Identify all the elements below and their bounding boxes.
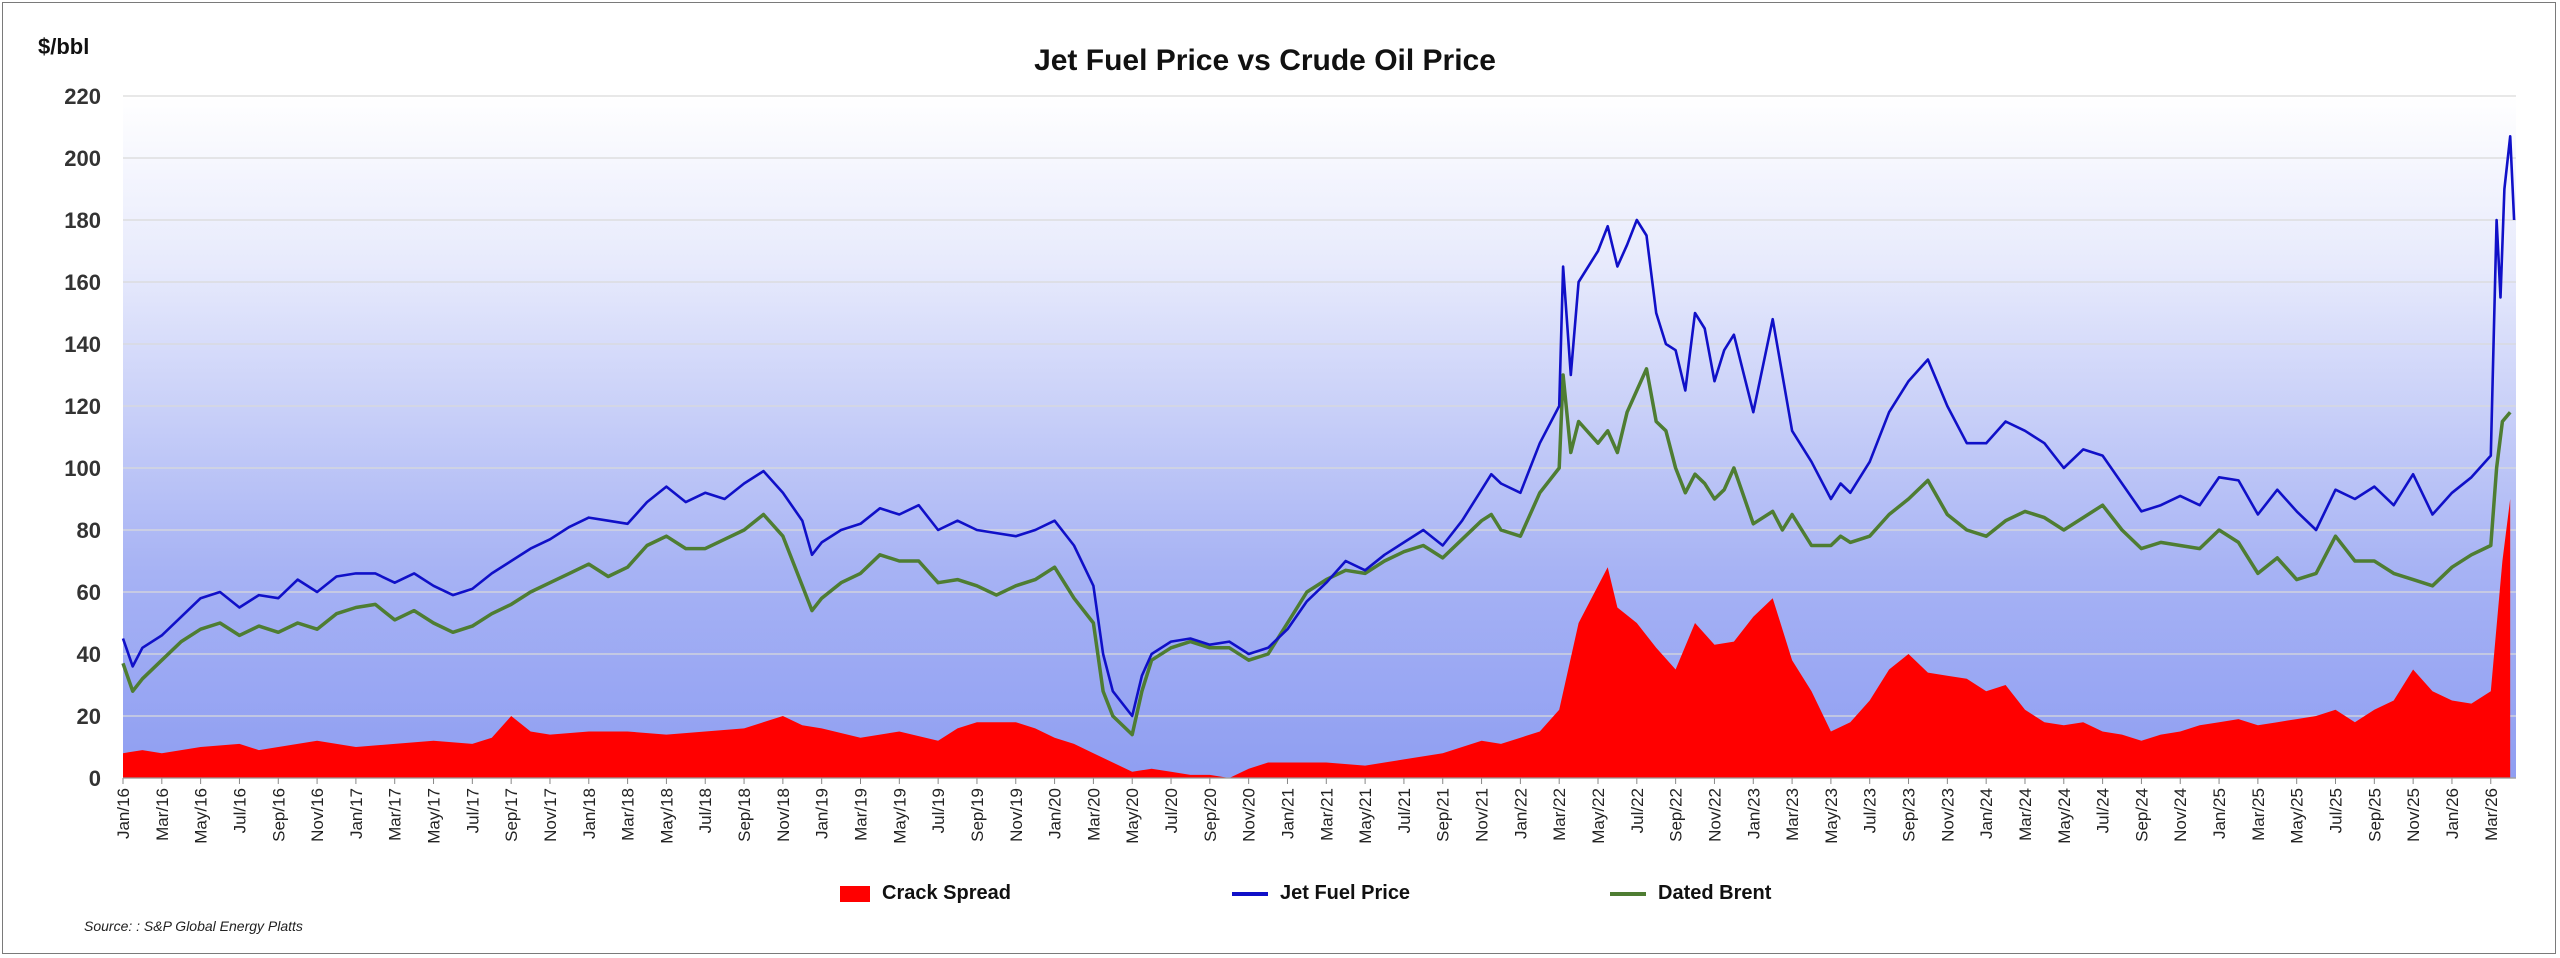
x-tick-May/24: May/24 (2055, 788, 2074, 844)
x-tick-Mar/17: Mar/17 (386, 788, 405, 841)
x-tick-Jan/21: Jan/21 (1278, 788, 1297, 839)
plot-background (123, 96, 2516, 778)
x-tick-Jul/17: Jul/17 (463, 788, 482, 833)
x-tick-Nov/23: Nov/23 (1938, 788, 1957, 842)
y-tick-40: 40 (77, 642, 101, 667)
x-tick-Jan/16: Jan/16 (114, 788, 133, 839)
x-tick-Jan/20: Jan/20 (1046, 788, 1065, 839)
x-tick-Sep/17: Sep/17 (502, 788, 521, 842)
x-tick-Jan/19: Jan/19 (813, 788, 832, 839)
x-tick-Nov/22: Nov/22 (1705, 788, 1724, 842)
y-tick-60: 60 (77, 580, 101, 605)
y-tick-220: 220 (64, 84, 101, 109)
y-tick-labels: 0 20 40 60 80 100 120 140 160 180 200 220 (64, 84, 101, 791)
x-tick-Jul/25: Jul/25 (2327, 788, 2346, 833)
x-tick-May/25: May/25 (2288, 788, 2307, 844)
x-tick-Nov/16: Nov/16 (308, 788, 327, 842)
legend-label-dated-brent: Dated Brent (1658, 882, 1772, 904)
x-tick-Sep/22: Sep/22 (1667, 788, 1686, 842)
x-tick-Mar/16: Mar/16 (153, 788, 172, 841)
x-tick-May/22: May/22 (1589, 788, 1608, 844)
x-tick-Sep/19: Sep/19 (968, 788, 987, 842)
x-tick-Nov/21: Nov/21 (1473, 788, 1492, 842)
x-tick-Sep/21: Sep/21 (1434, 788, 1453, 842)
x-tick-Nov/20: Nov/20 (1240, 788, 1259, 842)
legend-item-dated-brent[interactable]: Dated Brent (1610, 882, 1771, 905)
legend-swatch-crack-spread (840, 885, 870, 902)
y-tick-80: 80 (77, 518, 101, 543)
x-tick-Mar/26: Mar/26 (2482, 788, 2501, 841)
x-tick-Mar/23: Mar/23 (1783, 788, 1802, 841)
y-tick-100: 100 (64, 456, 101, 481)
x-tick-Jul/19: Jul/19 (929, 788, 948, 833)
y-tick-20: 20 (77, 704, 101, 729)
x-tick-Sep/20: Sep/20 (1201, 788, 1220, 842)
legend-label-crack-spread: Crack Spread (882, 882, 1011, 904)
x-tick-Jul/16: Jul/16 (230, 788, 249, 833)
y-axis-label: $/bbl (38, 34, 90, 59)
legend-swatch-jet-fuel (1232, 891, 1268, 896)
x-tick-Nov/19: Nov/19 (1007, 788, 1026, 842)
x-tick-Sep/24: Sep/24 (2132, 788, 2151, 842)
x-tick-Sep/23: Sep/23 (1900, 788, 1919, 842)
x-tick-Jul/22: Jul/22 (1628, 788, 1647, 833)
x-tick-May/19: May/19 (890, 788, 909, 844)
x-tick-May/20: May/20 (1123, 788, 1142, 844)
x-tick-Jul/23: Jul/23 (1861, 788, 1880, 833)
x-tick-Nov/25: Nov/25 (2404, 788, 2423, 842)
x-tick-May/17: May/17 (425, 788, 444, 844)
x-tick-May/18: May/18 (657, 788, 676, 844)
x-tick-Mar/25: Mar/25 (2249, 788, 2268, 841)
series-jet-fuel-price (121, 135, 2516, 718)
x-tick-Sep/25: Sep/25 (2365, 788, 2384, 842)
x-tick-Mar/19: Mar/19 (852, 788, 871, 841)
x-tick-Nov/24: Nov/24 (2171, 788, 2190, 842)
x-tick-Nov/18: Nov/18 (774, 788, 793, 842)
series-dated-brent (121, 367, 2512, 737)
x-tick-May/16: May/16 (192, 788, 211, 844)
y-tick-0: 0 (89, 766, 101, 791)
x-tick-May/21: May/21 (1356, 788, 1375, 844)
y-tick-140: 140 (64, 332, 101, 357)
y-tick-160: 160 (64, 270, 101, 295)
x-tick-Jan/23: Jan/23 (1744, 788, 1763, 839)
series-crack-spread (123, 499, 2511, 778)
x-tick-Nov/17: Nov/17 (541, 788, 560, 842)
legend-swatch-dated-brent (1610, 891, 1646, 896)
legend-label-jet-fuel: Jet Fuel Price (1280, 882, 1411, 904)
y-tick-120: 120 (64, 394, 101, 419)
x-tick-Jan/25: Jan/25 (2210, 788, 2229, 839)
chart-title: Jet Fuel Price vs Crude Oil Price (1034, 44, 1496, 77)
x-tick-labels: Jan/16 Mar/16 May/16 Jul/16 Sep/16 Nov/16 Jan/… (114, 778, 2501, 844)
x-tick-May/23: May/23 (1822, 788, 1841, 844)
x-tick-Jan/24: Jan/24 (1977, 788, 1996, 839)
y-tick-200: 200 (64, 146, 101, 171)
series-layer (121, 135, 2516, 779)
x-tick-Jan/26: Jan/26 (2443, 788, 2462, 839)
x-tick-Sep/18: Sep/18 (735, 788, 754, 842)
x-tick-Mar/20: Mar/20 (1084, 788, 1103, 841)
x-tick-Jan/22: Jan/22 (1511, 788, 1530, 839)
x-tick-Jul/24: Jul/24 (2094, 788, 2113, 833)
x-tick-Sep/16: Sep/16 (269, 788, 288, 842)
x-tick-Jan/17: Jan/17 (347, 788, 366, 839)
x-tick-Mar/18: Mar/18 (619, 788, 638, 841)
legend-item-crack-spread[interactable]: Crack Spread (840, 882, 1011, 905)
y-tick-180: 180 (64, 208, 101, 233)
x-tick-Mar/21: Mar/21 (1317, 788, 1336, 841)
legend-item-jet-fuel[interactable]: Jet Fuel Price (1232, 882, 1410, 905)
x-tick-Mar/22: Mar/22 (1550, 788, 1569, 841)
x-tick-Jan/18: Jan/18 (580, 788, 599, 839)
source-note: Source: : S&P Global Energy Platts (84, 918, 303, 934)
x-tick-Jul/21: Jul/21 (1395, 788, 1414, 833)
x-tick-Jul/18: Jul/18 (696, 788, 715, 833)
x-tick-Jul/20: Jul/20 (1162, 788, 1181, 833)
x-tick-Mar/24: Mar/24 (2016, 788, 2035, 841)
